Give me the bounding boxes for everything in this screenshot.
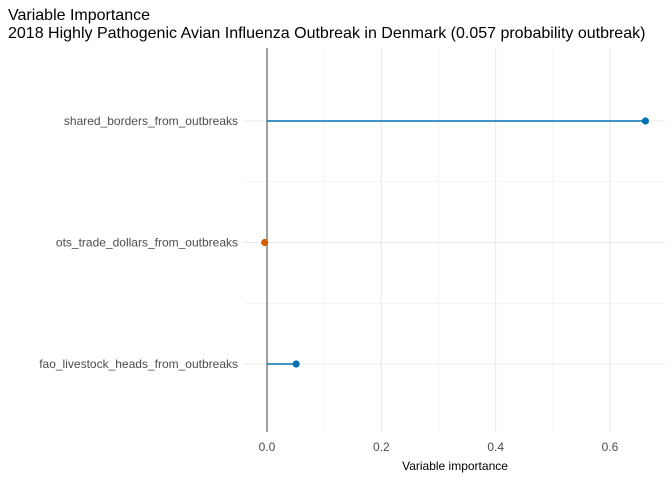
x-tick-labels: 0.0 0.2 0.4 0.6 — [259, 440, 619, 454]
grid-layer — [243, 48, 665, 432]
y-tick-labels: shared_borders_from_outbreaks ots_trade_d… — [39, 114, 238, 371]
x-tick-label: 0.2 — [373, 440, 390, 454]
lollipop-point — [292, 360, 300, 368]
y-tick-label: fao_livestock_heads_from_outbreaks — [39, 357, 238, 371]
lollipop-point — [641, 117, 650, 125]
y-tick-label: shared_borders_from_outbreaks — [64, 114, 238, 128]
x-tick-label: 0.4 — [487, 440, 504, 454]
y-tick-label: ots_trade_dollars_from_outbreaks — [56, 236, 238, 250]
chart-title: Variable Importance — [8, 7, 150, 24]
x-axis-label: Variable importance — [402, 459, 508, 473]
x-tick-label: 0.6 — [602, 440, 619, 454]
point-layer — [261, 117, 650, 368]
chart-subtitle: 2018 Highly Pathogenic Avian Influenza O… — [8, 25, 645, 42]
lollipop-point — [261, 238, 269, 247]
x-tick-label: 0.0 — [259, 440, 276, 454]
